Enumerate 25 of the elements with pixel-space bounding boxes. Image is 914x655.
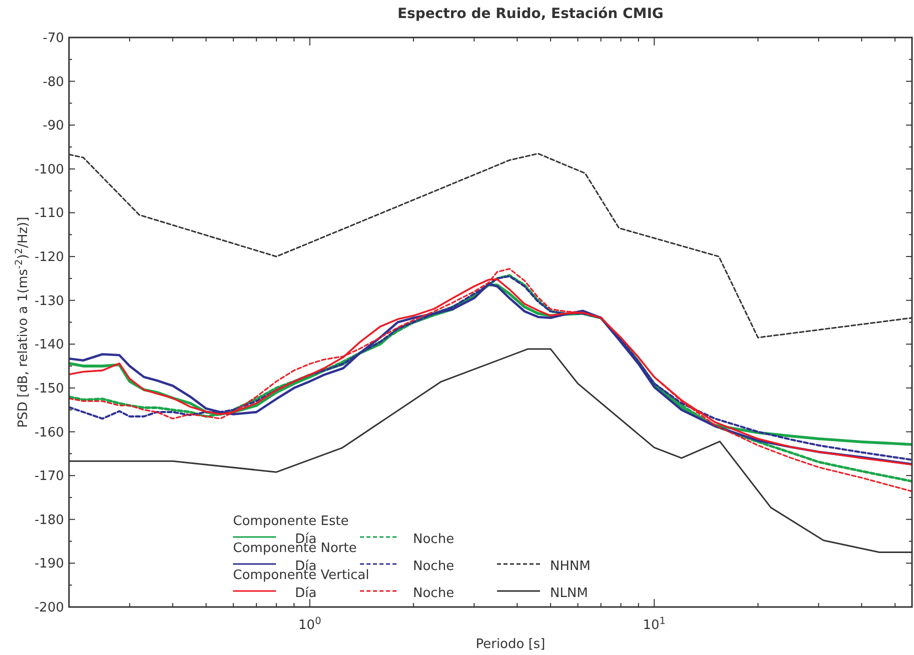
- legend-label: Día: [295, 586, 317, 601]
- y-tick-label: -90: [42, 118, 64, 134]
- y-tick-label: -130: [34, 294, 64, 309]
- x-axis-title: Periodo [s]: [476, 637, 546, 652]
- y-tick-label: -160: [34, 425, 64, 440]
- legend-label: Noche: [413, 559, 454, 574]
- y-tick-label: -190: [34, 556, 64, 572]
- legend-label: Noche: [413, 586, 454, 601]
- y-tick-label: -150: [34, 381, 64, 396]
- y-tick-label: -170: [34, 469, 64, 484]
- chart-title: Espectro de Ruido, Estación CMIG: [397, 6, 664, 22]
- y-tick-label: -120: [34, 250, 64, 266]
- y-tick-label: -180: [34, 512, 64, 528]
- annotation: Componente Este: [233, 514, 349, 529]
- legend-label: NHNM: [550, 559, 590, 574]
- y-tick-label: -80: [42, 74, 64, 90]
- y-tick-label: -140: [34, 338, 64, 353]
- x-tick-label: 10$^{1}$: [642, 616, 666, 633]
- y-tick-label: -200: [34, 600, 64, 616]
- y-tick-label: -100: [34, 162, 64, 178]
- legend-label: Noche: [413, 532, 454, 547]
- y-tick-label: -110: [34, 206, 64, 222]
- legend-label: NLNM: [550, 586, 588, 601]
- x-tick-label: 10$^{0}$: [298, 616, 322, 633]
- y-tick-label: -70: [42, 31, 64, 46]
